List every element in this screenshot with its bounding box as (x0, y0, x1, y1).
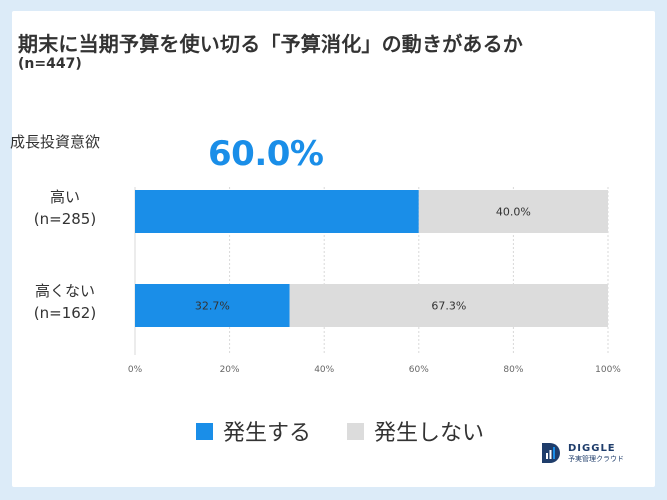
bar-segment (289, 284, 608, 327)
bar-segment (135, 190, 419, 233)
bar-segment (135, 284, 290, 327)
data-label: 40.0% (496, 206, 531, 219)
category-count: (n=285) (33, 210, 97, 228)
x-tick-label: 100% (595, 365, 621, 375)
sample-size: (n=447) (18, 56, 82, 72)
brand-name: DIGGLE (568, 442, 616, 454)
category-label-not-high: 高くない (n=162) (10, 280, 120, 324)
legend-label: 発生する (223, 421, 312, 446)
group-label: 成長投資意欲 (10, 133, 101, 151)
legend-item-not-occurs: 発生しない (347, 415, 484, 447)
category-count: (n=162) (33, 304, 97, 322)
category-name: 高くない (34, 282, 95, 300)
legend-label: 発生しない (374, 421, 485, 446)
brand-logo-icon (542, 443, 560, 463)
category-label-high: 高い (n=285) (10, 186, 120, 230)
legend-swatch (196, 422, 213, 440)
data-label: 32.7% (195, 300, 230, 313)
chart-card (12, 11, 655, 487)
legend: 発生する 発生しない (196, 415, 520, 447)
legend-swatch (347, 422, 365, 440)
data-label: 67.3% (431, 300, 466, 313)
chart-title: 期末に当期予算を使い切る「予算消化」の動きがあるか (18, 32, 523, 56)
legend-item-occurs: 発生する (196, 415, 311, 447)
x-tick-label: 20% (220, 365, 240, 375)
highlight-value: 60.0% (208, 134, 324, 174)
category-name: 高い (49, 188, 80, 206)
bar-segment (418, 190, 608, 233)
x-tick-label: 80% (503, 365, 523, 375)
brand-logo: DIGGLE 予実管理クラウド (540, 441, 624, 465)
x-tick-label: 0% (128, 365, 143, 375)
brand-tagline: 予実管理クラウド (568, 454, 624, 463)
x-tick-label: 60% (409, 365, 429, 375)
x-tick-label: 40% (314, 365, 334, 375)
